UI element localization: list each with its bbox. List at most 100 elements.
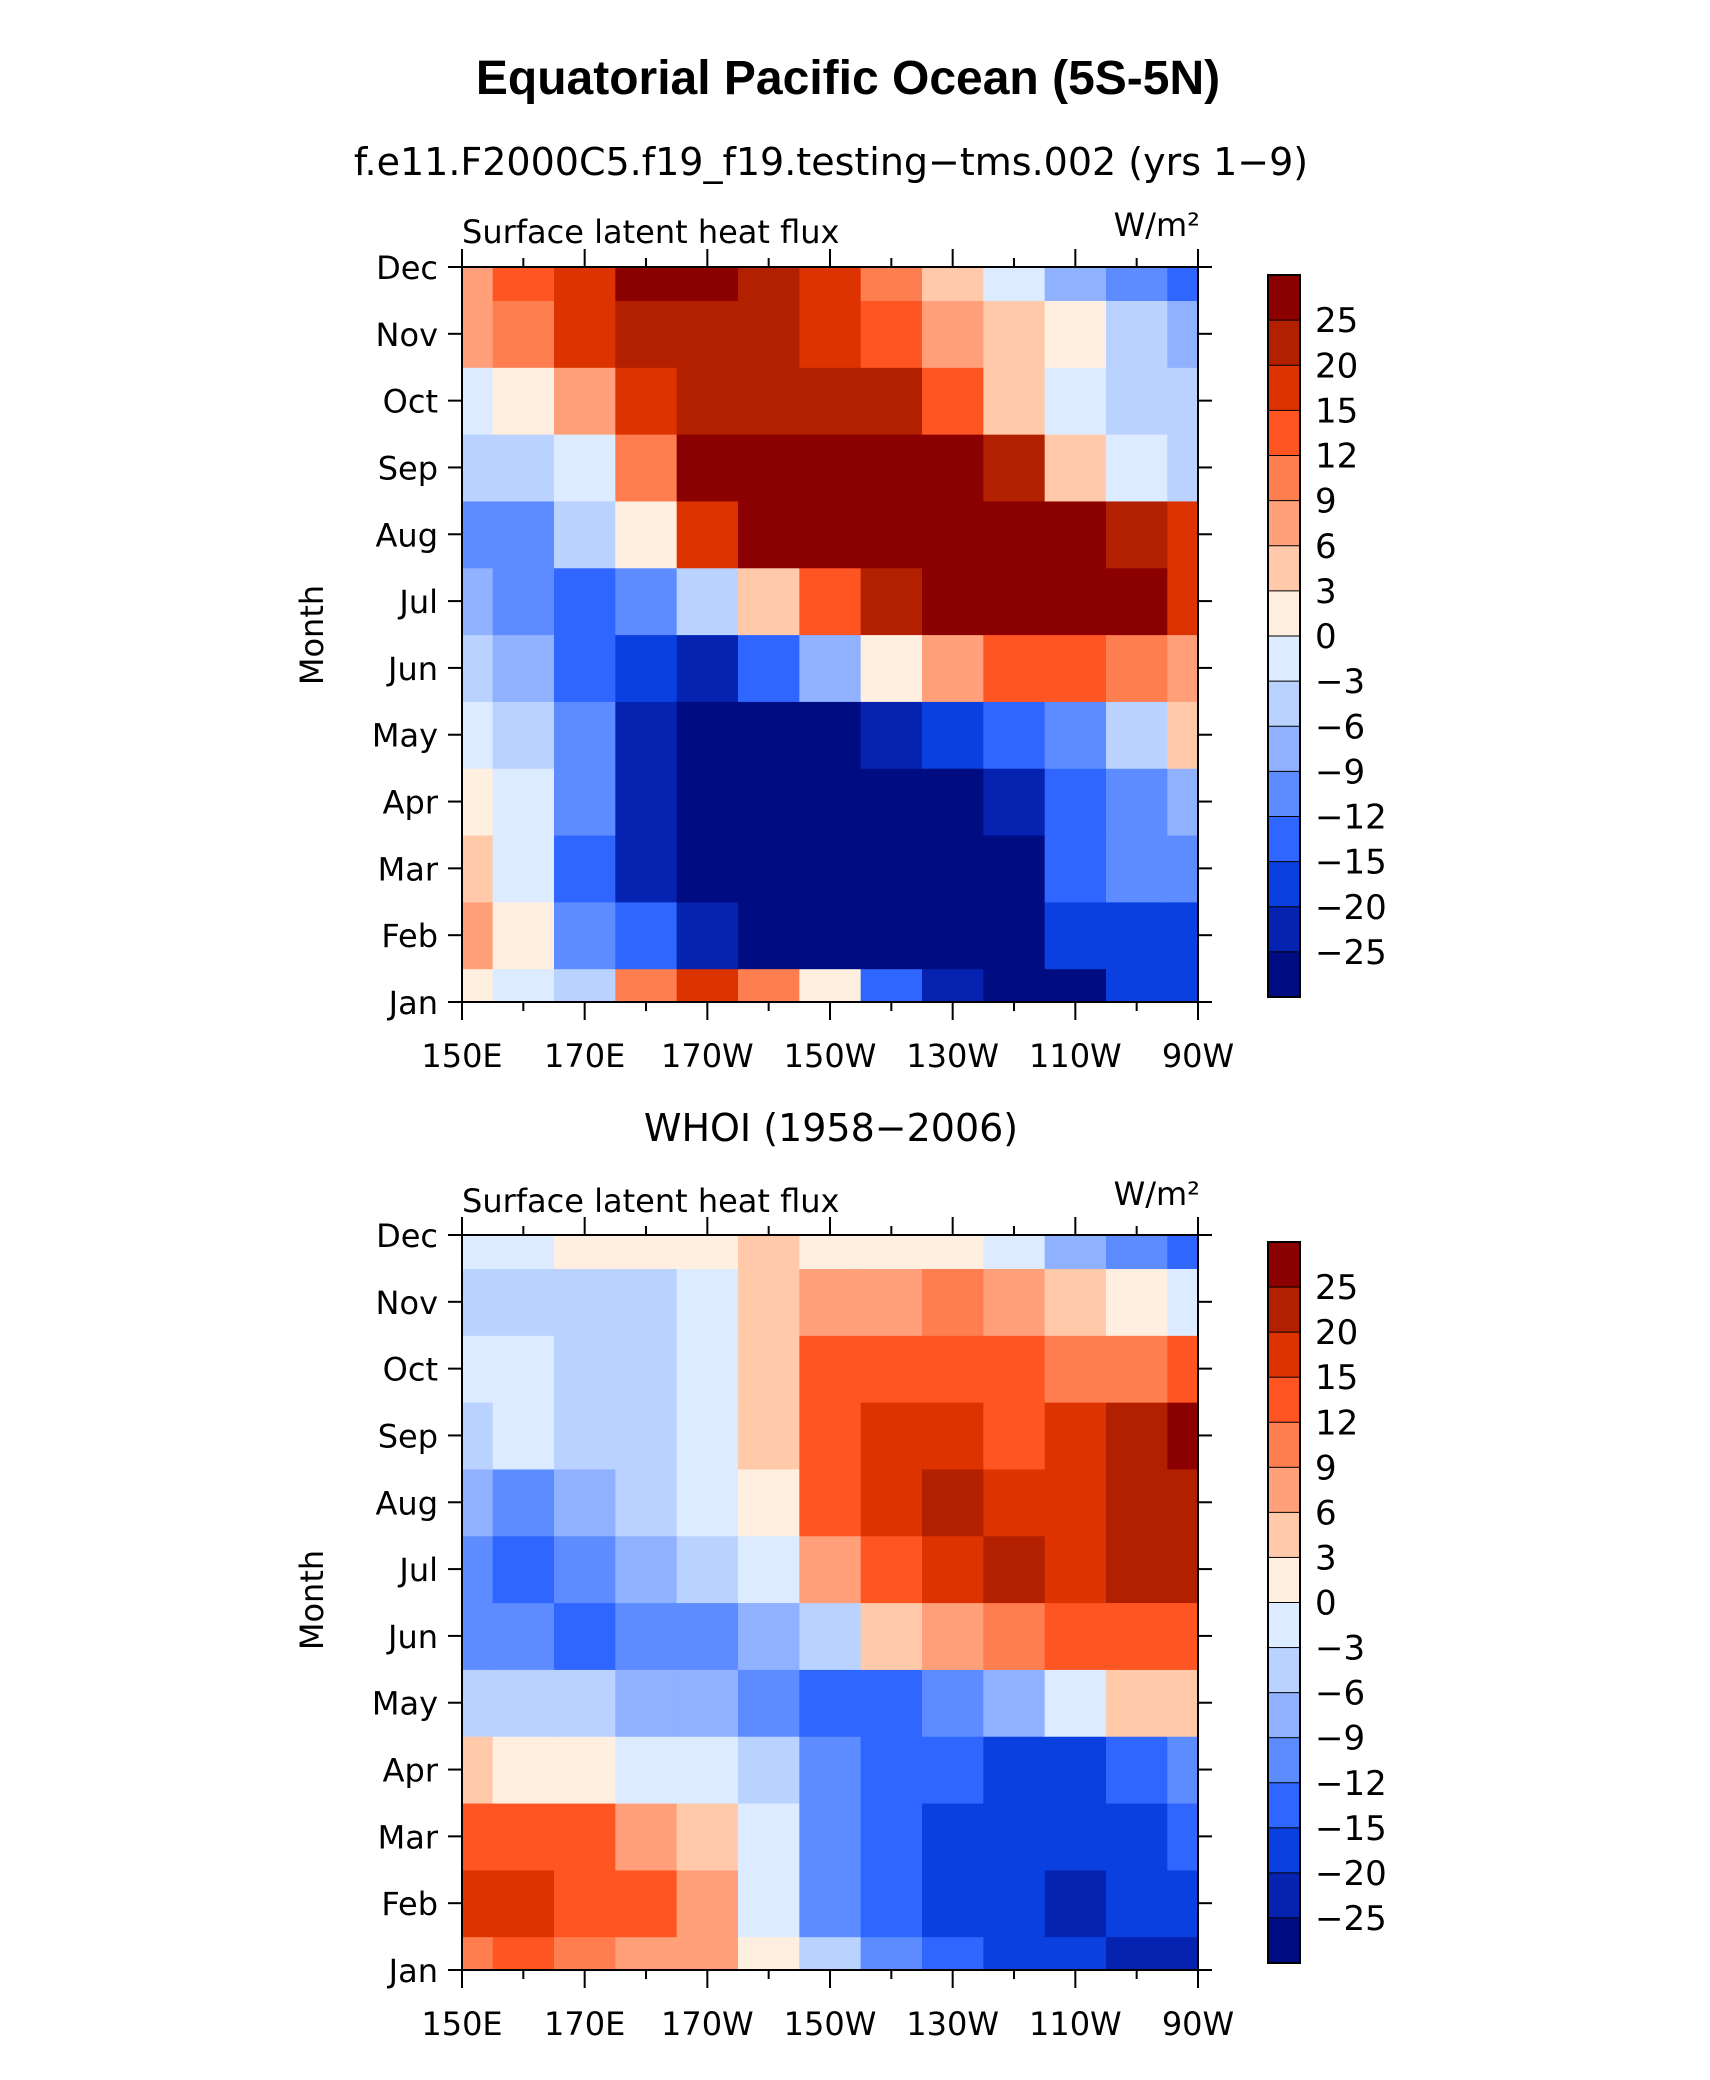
heat-cell [922,1936,984,1971]
y-tick-label: Jun [386,650,438,688]
heat-cell [676,968,739,1003]
heat-cell [860,1235,923,1270]
y-tick-label: Oct [383,1351,438,1389]
panel-1-left-label: Surface latent heat flux [462,213,839,251]
x-tick-label: 90W [1162,1037,1234,1075]
heat-cell [799,267,862,302]
heat-cell [554,1402,616,1470]
x-tick-label: 170E [544,1037,625,1075]
heat-cell [615,634,678,702]
colorbar-box [1267,680,1301,728]
heat-cell [983,1669,1046,1737]
colorbar-box [1267,455,1301,502]
heat-cell [1044,968,1107,1003]
heat-cell [1106,1468,1168,1537]
heat-cell [799,1602,862,1670]
heat-cell [983,1736,1046,1804]
heat-cell [492,1268,555,1336]
heat-cell [1106,634,1168,702]
heat-cell [462,1736,494,1804]
y-tick-label: Jul [397,583,438,621]
heat-cell [462,300,494,368]
panel-2-ylabel: Month [293,1550,331,1650]
colorbar-box [1267,1827,1301,1874]
colorbar-box [1267,635,1301,683]
heat-cell [1044,1535,1107,1604]
heat-cell [1167,300,1199,368]
heat-cell [1167,1268,1199,1336]
heat-cell [1167,267,1199,302]
heat-cell [462,901,494,970]
heat-cell [492,300,555,368]
heat-cell [738,567,800,636]
heat-cell [676,300,739,368]
heat-cell [799,1402,862,1470]
heat-cell [554,1736,616,1804]
heat-cell [1167,1802,1199,1871]
heat-cell [1106,434,1168,502]
heat-cell [1106,834,1168,903]
heat-cell [860,634,923,702]
heat-cell [615,267,678,302]
heat-cell [554,968,616,1003]
heat-cell [922,1669,984,1737]
heat-cell [462,1335,494,1403]
heat-cell [615,1535,678,1604]
y-tick-label: Oct [383,383,438,421]
panel-2-colorbar: 25 20 15 12 9 6 3 0 −3 −6 −9 −12 −15 −20 −25 [1267,1241,1387,1964]
colorbar-box [1267,500,1301,547]
heat-cell [462,567,494,636]
colorbar-label: −15 [1315,843,1387,883]
heat-cell [983,1535,1046,1604]
heat-cell [860,768,923,836]
heat-cell [676,1802,739,1871]
heat-cell [462,1669,494,1737]
colorbar-box [1267,906,1301,953]
heat-cell [799,1802,862,1871]
heat-cell [860,1535,923,1604]
heat-cell [983,1235,1046,1270]
heat-cell [462,634,494,702]
colorbar-box [1267,1376,1301,1424]
x-tick-label: 150W [784,1037,877,1075]
heat-cell [554,768,616,836]
heat-cell [615,300,678,368]
y-tick-label: Jun [386,1618,438,1656]
heat-cell [1167,1936,1199,1971]
y-tick-label: Sep [378,449,438,487]
heat-cell [676,1736,739,1804]
y-tick-label: Apr [383,784,439,822]
heat-cell [922,567,984,636]
heat-cell [738,901,800,970]
heat-cell [554,1669,616,1737]
heat-cell [1044,567,1107,636]
heat-cell [799,1268,862,1336]
panel-1-subtitle: f.e11.F2000C5.f19_f19.testing−tms.002 (y… [354,140,1308,184]
heat-cell [554,434,616,502]
colorbar-label: −12 [1315,1764,1387,1804]
heat-cell [554,634,616,702]
heat-cell [1106,1602,1168,1670]
heat-cell [983,434,1046,502]
heat-cell [462,500,494,569]
heat-cell [492,367,555,435]
heat-cell [860,567,923,636]
colorbar-label: −3 [1315,1629,1365,1669]
panel-2-units-label: W/m² [1114,1175,1200,1213]
heat-cell [1106,267,1168,302]
heat-cell [799,968,862,1003]
colorbar-label: −20 [1315,1854,1387,1894]
heat-cell [738,701,800,769]
heat-cell [615,1936,678,1971]
panel-1-plot: Jan Feb Mar Apr May Jun Jul Aug Sep Oct Nov Dec 150E… [372,249,1234,1075]
colorbar-label: 6 [1315,527,1337,567]
heat-cell [922,434,984,502]
y-tick-label: Feb [381,1885,438,1923]
colorbar-label: −9 [1315,752,1365,792]
heat-cell [462,1235,494,1270]
heat-cell [738,1602,800,1670]
x-tick-label: 170W [661,1037,754,1075]
heat-cell [922,500,984,569]
heat-cell [615,1736,678,1804]
